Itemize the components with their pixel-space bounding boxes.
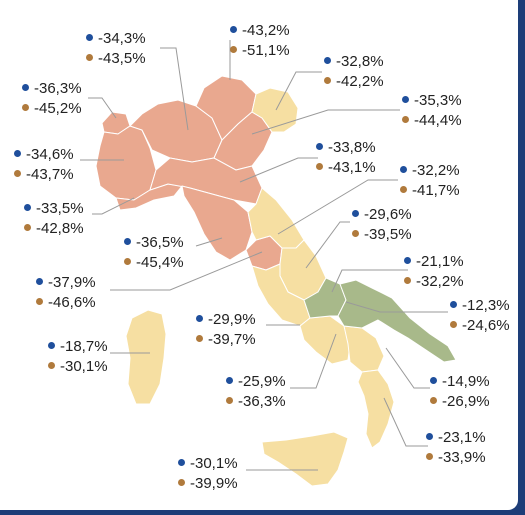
label-toscana: -36,5% -45,4% bbox=[124, 233, 184, 273]
leader-marche bbox=[277, 179, 398, 235]
leader-abruzzo bbox=[331, 269, 408, 293]
leader-veneto bbox=[251, 109, 400, 135]
label-lazio: -37,9% -46,6% bbox=[36, 273, 96, 313]
label-veneto: -35,3% -44,4% bbox=[402, 91, 462, 131]
label-valle-aosta: -36,3% -45,2% bbox=[22, 79, 82, 119]
label-trentino: -43,2% -51,1% bbox=[230, 21, 290, 61]
label-emilia: -33,8% -43,1% bbox=[316, 138, 376, 178]
leader-valle-aosta bbox=[88, 97, 117, 119]
label-calabria: -23,1% -33,9% bbox=[426, 428, 486, 468]
leader-puglia bbox=[345, 301, 448, 313]
region-sicilia bbox=[261, 431, 349, 487]
leader-friuli bbox=[275, 71, 322, 111]
leader-calabria bbox=[383, 397, 428, 447]
label-sicilia: -30,1% -39,9% bbox=[178, 454, 238, 494]
region-friuli bbox=[251, 87, 299, 133]
leader-campania bbox=[290, 333, 337, 389]
region-liguria bbox=[115, 183, 183, 211]
label-molise: -29,9% -39,7% bbox=[196, 310, 256, 350]
label-sardegna: -18,7% -30,1% bbox=[48, 337, 108, 377]
region-calabria bbox=[357, 369, 395, 449]
label-basilicata: -14,9% -26,9% bbox=[430, 372, 490, 412]
label-marche: -32,2% -41,7% bbox=[400, 161, 460, 201]
leader-toscana bbox=[195, 237, 223, 247]
leader-lombardia bbox=[160, 47, 189, 131]
region-basilicata bbox=[343, 325, 385, 373]
region-sardegna bbox=[125, 309, 167, 405]
leader-basilicata bbox=[385, 347, 430, 389]
label-abruzzo: -21,1% -32,2% bbox=[404, 252, 464, 292]
leader-emilia bbox=[239, 157, 318, 183]
leader-liguria bbox=[92, 197, 135, 215]
label-campania: -25,9% -36,3% bbox=[226, 372, 286, 412]
label-umbria: -29,6% -39,5% bbox=[352, 205, 412, 245]
leader-umbria bbox=[305, 221, 350, 269]
label-lombardia: -34,3% -43,5% bbox=[86, 29, 146, 69]
label-liguria: -33,5% -42,8% bbox=[24, 199, 84, 239]
label-piemonte: -34,6% -43,7% bbox=[14, 145, 74, 185]
region-puglia bbox=[337, 279, 457, 363]
leader-lazio bbox=[110, 251, 263, 291]
leader-lines bbox=[80, 40, 448, 471]
label-puglia: -12,3% -24,6% bbox=[450, 296, 510, 336]
label-friuli: -32,8% -42,2% bbox=[324, 52, 384, 92]
